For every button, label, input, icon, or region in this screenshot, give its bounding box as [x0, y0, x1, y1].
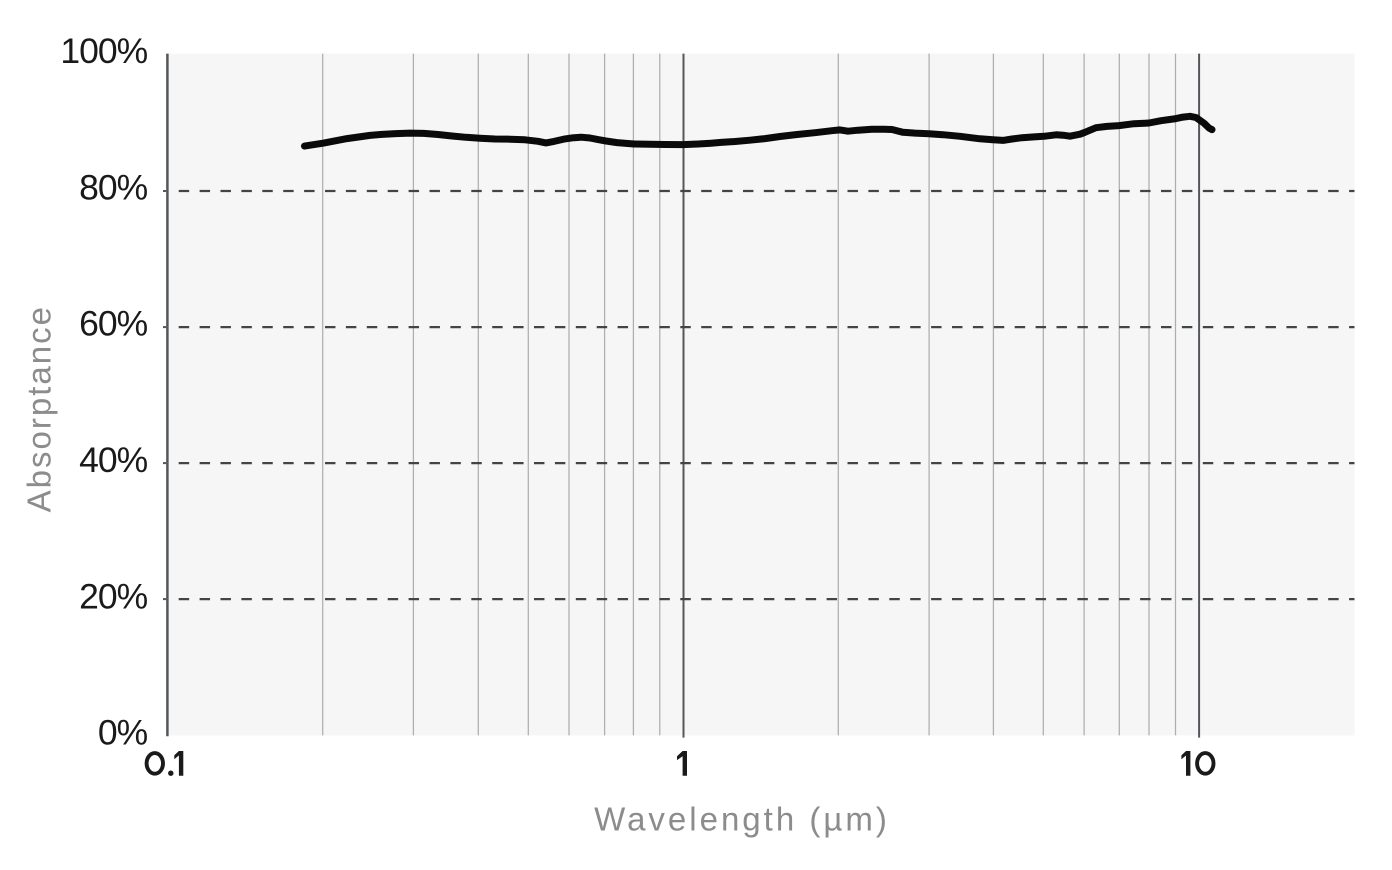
svg-text:0%: 0% — [98, 713, 148, 753]
svg-text:Wavelength (µm): Wavelength (µm) — [594, 801, 890, 838]
svg-text:100%: 100% — [60, 31, 147, 71]
svg-text:20%: 20% — [79, 576, 147, 616]
svg-text:80%: 80% — [79, 167, 147, 207]
svg-text:40%: 40% — [79, 440, 147, 480]
svg-text:60%: 60% — [79, 304, 147, 344]
svg-text:Absorptance: Absorptance — [20, 305, 57, 512]
